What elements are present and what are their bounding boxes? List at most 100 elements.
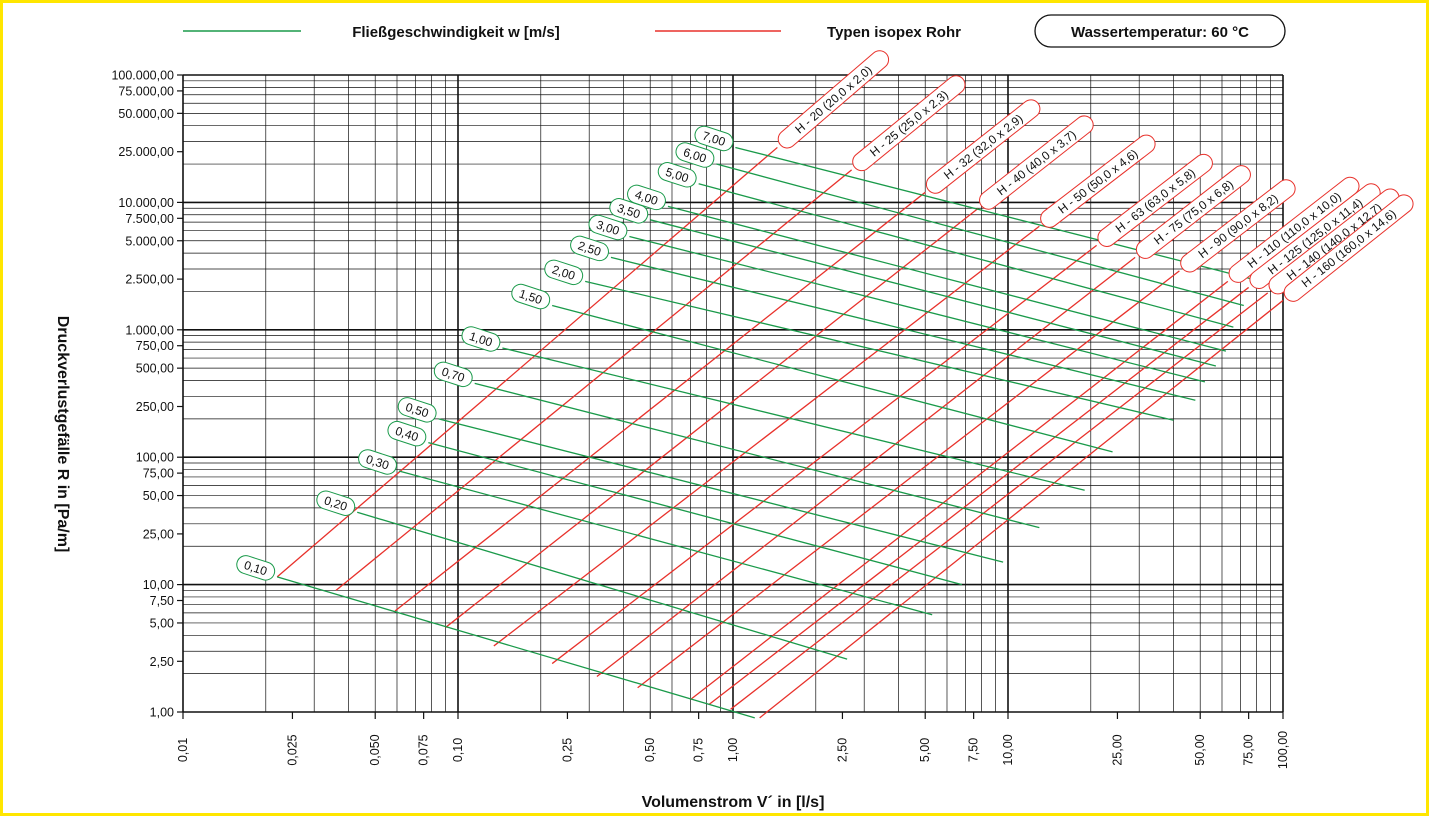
- x-tick-label: 0,75: [692, 738, 706, 762]
- pipe-line: [493, 225, 1040, 647]
- velocity-label-bg: [433, 361, 473, 388]
- x-tick-label: 2,50: [835, 738, 849, 762]
- velocity-line: [667, 205, 1227, 352]
- y-tick-label: 50,00: [143, 489, 174, 503]
- y-tick-label: 5.000,00: [125, 234, 174, 248]
- x-tick-label: 10,00: [1001, 734, 1015, 765]
- velocity-line: [552, 304, 1113, 453]
- velocity-line: [650, 219, 1217, 367]
- y-axis-title: Druckverlustgefälle R in [Pa/m]: [54, 316, 71, 553]
- y-tick-label: 750,00: [136, 339, 174, 353]
- pipe-label: H - 20 (20,0 x 2,0): [777, 50, 890, 149]
- y-tick-label: 75,00: [143, 467, 174, 481]
- velocity-label-bg: [511, 283, 551, 310]
- velocity-line: [428, 442, 963, 586]
- velocity-label-bg: [397, 397, 437, 423]
- pipe-label-bg: [979, 115, 1094, 210]
- velocity-label: 0,70: [433, 361, 473, 388]
- x-axis-title: Volumenstrom V´ in [l/s]: [642, 794, 825, 811]
- x-tick-label: 0,075: [417, 734, 431, 765]
- pipe-label-bg: [777, 50, 890, 149]
- velocity-line: [398, 470, 933, 616]
- y-tick-label: 100,00: [136, 451, 174, 465]
- grid: [182, 74, 1284, 713]
- y-tick-label: 75.000,00: [118, 84, 174, 98]
- velocity-label-text: 3,50: [615, 201, 642, 222]
- velocity-label-text: 1,00: [468, 329, 495, 350]
- pipe-line: [637, 270, 1180, 689]
- y-tick-label: 25,00: [143, 527, 174, 541]
- pipe-label-bg: [1135, 165, 1251, 259]
- velocity-label: 0,50: [397, 397, 437, 423]
- velocity-label-bg: [316, 490, 356, 516]
- y-tick-label: 10,00: [143, 578, 174, 592]
- pipe-label-bg: [1283, 194, 1414, 302]
- velocity-label-text: 5,00: [664, 165, 691, 186]
- pipe-label-bg: [1097, 153, 1213, 247]
- pipe-label-bg: [1040, 134, 1156, 228]
- y-tick-label: 2.500,00: [125, 273, 174, 287]
- x-tick-label: 0,01: [176, 738, 190, 762]
- y-tick-label: 7.500,00: [125, 212, 174, 226]
- velocity-line: [716, 163, 1244, 307]
- velocity-label-text: 1,50: [517, 287, 544, 308]
- velocity-label: 0,20: [316, 490, 356, 516]
- velocity-line: [357, 511, 848, 660]
- y-tick-label: 5,00: [150, 616, 174, 630]
- velocity-label: 0,30: [358, 449, 397, 475]
- velocity-label-text: 3,00: [595, 218, 622, 239]
- x-tick-label: 0,25: [560, 738, 574, 762]
- velocity-label-text: 2,50: [576, 238, 603, 259]
- velocity-label-bg: [387, 420, 427, 447]
- x-tick-label: 1,00: [726, 738, 740, 762]
- x-tick-label: 75,00: [1242, 734, 1256, 765]
- temperature-badge: [1034, 14, 1286, 48]
- velocity-label: 0,40: [387, 420, 427, 447]
- legend-velocity-label: Fließgeschwindigkeit w [m/s]: [352, 24, 560, 41]
- pipe-line: [551, 244, 1098, 665]
- x-tick-label: 7,50: [967, 738, 981, 762]
- velocity-label: 1,00: [461, 326, 501, 352]
- y-tick-label: 2,50: [150, 655, 174, 669]
- y-tick-label: 1,00: [150, 706, 174, 720]
- velocity-label: 4,00: [627, 184, 666, 211]
- y-tick-label: 7,50: [150, 594, 174, 608]
- velocity-label: 6,00: [675, 142, 715, 168]
- velocity-lines: [276, 146, 1271, 719]
- velocity-label-bg: [236, 555, 276, 581]
- velocity-label: 3,00: [588, 214, 628, 241]
- pipe-label-bg: [1180, 179, 1296, 273]
- velocity-label-text: 0,30: [364, 452, 391, 473]
- velocity-label-text: 4,00: [633, 187, 660, 208]
- y-tick-label: 500,00: [136, 362, 174, 376]
- velocity-label-bg: [461, 326, 501, 352]
- y-tick-label: 1.000,00: [125, 323, 174, 337]
- velocity-label-text: 7,00: [701, 128, 728, 149]
- velocity-label-bg: [588, 214, 628, 241]
- velocity-label-text: 0,40: [394, 424, 421, 445]
- y-tick-label: 25.000,00: [118, 145, 174, 159]
- x-tick-label: 5,00: [918, 738, 932, 762]
- velocity-label-bg: [627, 184, 666, 211]
- velocity-label-bg: [657, 162, 697, 188]
- y-tick-label: 50.000,00: [118, 107, 174, 121]
- pipe-line: [276, 146, 778, 578]
- x-tick-label: 100,00: [1276, 731, 1290, 769]
- velocity-label-text: 0,20: [322, 493, 349, 514]
- velocity-line: [698, 183, 1234, 328]
- velocity-label: 7,00: [694, 125, 734, 152]
- pipe-line: [394, 191, 926, 612]
- pipe-line: [335, 169, 853, 591]
- temperature-label: Wassertemperatur: 60 °C: [1071, 24, 1249, 41]
- pipe-line: [759, 299, 1284, 719]
- velocity-label: 2,00: [544, 259, 584, 286]
- pipe-label-text: H - 25 (25,0 x 2,3): [867, 87, 951, 159]
- pipe-line: [596, 256, 1136, 677]
- velocity-line: [474, 382, 1040, 529]
- legend-pipe-label: Typen isopex Rohr: [827, 24, 961, 41]
- x-tick-label: 0,50: [643, 738, 657, 762]
- velocity-label-bg: [570, 235, 609, 262]
- x-tick-label: 25,00: [1110, 734, 1124, 765]
- velocity-label-text: 0,70: [440, 364, 467, 385]
